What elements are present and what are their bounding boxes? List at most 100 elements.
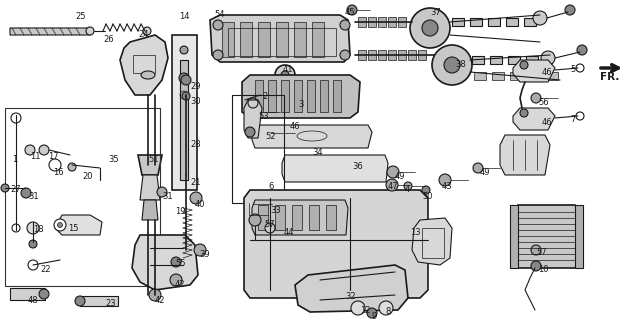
Bar (222, 22, 234, 57)
Text: 40: 40 (195, 200, 205, 209)
Text: 53: 53 (258, 112, 269, 121)
Bar (275, 205, 285, 230)
Polygon shape (513, 108, 555, 130)
Bar (228, 28, 336, 56)
Bar (312, 22, 324, 57)
Text: 18: 18 (33, 225, 44, 234)
Bar (172, 35, 197, 190)
Bar (422, 228, 444, 258)
Bar (281, 80, 289, 112)
Circle shape (541, 51, 555, 65)
Text: 43: 43 (442, 182, 452, 191)
Bar (490, 56, 502, 64)
Circle shape (143, 27, 151, 35)
Polygon shape (244, 100, 262, 138)
Polygon shape (55, 215, 102, 235)
Circle shape (340, 20, 350, 30)
Circle shape (170, 274, 182, 286)
Text: 10: 10 (538, 265, 548, 274)
Text: 55: 55 (175, 259, 186, 268)
Text: 3: 3 (298, 100, 303, 109)
Text: 51: 51 (148, 155, 159, 164)
Circle shape (422, 186, 430, 194)
Text: 41: 41 (283, 65, 294, 74)
Circle shape (432, 45, 472, 85)
Text: 50: 50 (422, 192, 433, 201)
Circle shape (439, 174, 451, 186)
Text: 11: 11 (30, 152, 40, 161)
Circle shape (347, 5, 357, 15)
Circle shape (379, 301, 393, 315)
Polygon shape (140, 175, 160, 200)
Circle shape (157, 187, 167, 197)
Text: 28: 28 (190, 140, 200, 149)
Bar (358, 50, 366, 60)
Text: 24: 24 (138, 30, 148, 39)
Text: 44: 44 (284, 228, 294, 237)
Text: 32: 32 (345, 292, 356, 301)
Text: 38: 38 (455, 60, 466, 69)
Circle shape (171, 257, 181, 267)
Circle shape (213, 20, 223, 30)
Text: 29: 29 (190, 82, 200, 91)
Circle shape (39, 289, 49, 299)
Text: 25: 25 (75, 12, 86, 21)
Circle shape (386, 179, 398, 191)
Bar (388, 17, 396, 27)
Text: 46: 46 (542, 68, 552, 77)
Text: 46: 46 (542, 118, 552, 127)
Circle shape (149, 289, 161, 301)
Text: 49: 49 (395, 172, 406, 181)
Bar (292, 205, 302, 230)
Bar (524, 18, 536, 26)
Polygon shape (513, 60, 555, 82)
Text: 16: 16 (53, 168, 63, 177)
Circle shape (531, 261, 541, 271)
Bar (526, 56, 538, 64)
Text: 15: 15 (68, 224, 79, 233)
Bar (333, 80, 341, 112)
Circle shape (520, 109, 528, 117)
Bar (276, 22, 288, 57)
Text: FR.: FR. (600, 72, 620, 82)
Bar (488, 18, 500, 26)
Bar (180, 60, 188, 180)
Bar (240, 22, 252, 57)
Circle shape (39, 145, 49, 155)
Bar (418, 50, 426, 60)
Circle shape (58, 222, 63, 227)
Bar (546, 72, 558, 80)
Circle shape (577, 45, 587, 55)
Text: 48: 48 (28, 296, 38, 305)
Bar (307, 80, 315, 112)
Polygon shape (252, 125, 372, 148)
Circle shape (27, 222, 39, 234)
Polygon shape (210, 15, 350, 62)
Bar (294, 80, 302, 112)
Text: 2: 2 (262, 92, 268, 101)
Text: 34: 34 (312, 148, 323, 157)
Bar (358, 17, 366, 27)
Circle shape (531, 245, 541, 255)
Text: 57: 57 (536, 248, 547, 257)
Text: 21: 21 (190, 178, 200, 187)
Text: 26: 26 (103, 35, 114, 44)
Circle shape (281, 71, 289, 79)
Circle shape (444, 57, 460, 73)
Bar (508, 56, 520, 64)
Circle shape (1, 184, 9, 192)
Bar (472, 56, 484, 64)
Polygon shape (242, 75, 360, 118)
Circle shape (29, 240, 37, 248)
Text: 46: 46 (290, 122, 301, 131)
Text: 8: 8 (385, 307, 390, 316)
Text: 7: 7 (570, 115, 575, 124)
Circle shape (565, 5, 575, 15)
Bar (398, 50, 406, 60)
Bar (5, 108, 160, 286)
Text: 42: 42 (155, 296, 166, 305)
Circle shape (194, 244, 206, 256)
Text: 45: 45 (345, 8, 355, 17)
Polygon shape (120, 35, 168, 95)
Circle shape (265, 223, 275, 233)
